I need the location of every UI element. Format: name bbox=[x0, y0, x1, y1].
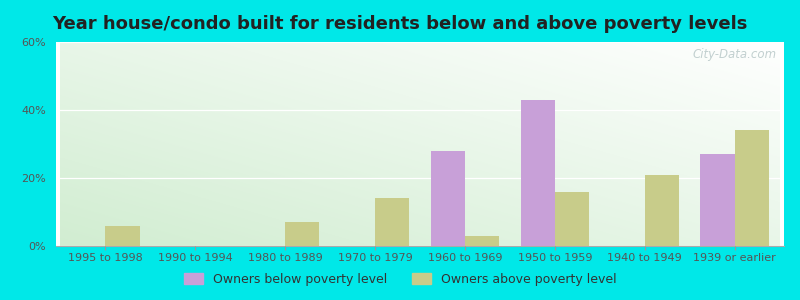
Legend: Owners below poverty level, Owners above poverty level: Owners below poverty level, Owners above… bbox=[179, 268, 621, 291]
Bar bbox=[555, 192, 589, 246]
Bar bbox=[701, 154, 734, 246]
Bar bbox=[106, 226, 139, 246]
Bar bbox=[521, 100, 555, 246]
Bar bbox=[285, 222, 319, 246]
Text: City-Data.com: City-Data.com bbox=[693, 48, 777, 61]
Bar bbox=[645, 175, 679, 246]
Bar bbox=[734, 130, 769, 246]
Bar bbox=[465, 236, 499, 246]
Bar bbox=[375, 198, 410, 246]
Text: Year house/condo built for residents below and above poverty levels: Year house/condo built for residents bel… bbox=[52, 15, 748, 33]
Bar bbox=[430, 151, 465, 246]
